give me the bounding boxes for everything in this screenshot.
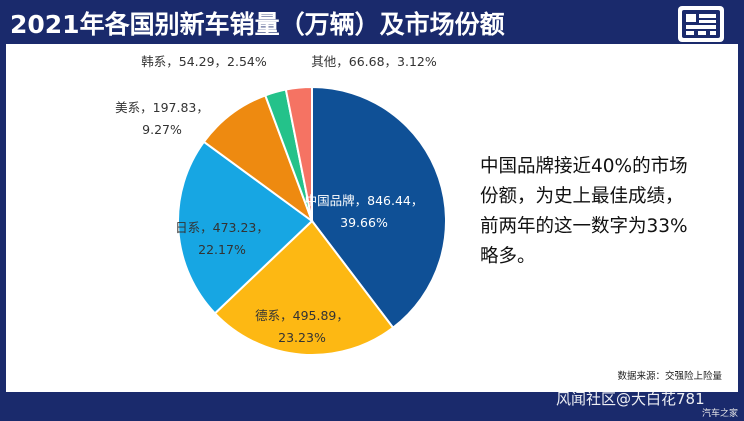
page-title: 2021年各国别新车销量（万辆）及市场份额 xyxy=(10,10,505,39)
watermark: 风闻社区@大白花781 xyxy=(556,390,705,408)
commentary-line: 略多。 xyxy=(480,246,536,267)
commentary-line: 中国品牌接近40%的市场 xyxy=(480,156,688,177)
pie-slice-1 xyxy=(213,219,395,356)
slice-label: 美系，197.83， 9.27% xyxy=(115,100,209,137)
slice-label: 韩系，54.29，2.54% xyxy=(141,54,267,69)
title-bar: 2021年各国别新车销量（万辆）及市场份额 xyxy=(0,0,744,42)
slice-label: 日系，473.23， 22.17% xyxy=(175,220,269,257)
pie-slice-3 xyxy=(202,94,315,224)
chart-panel: 中国品牌，846.44， 39.66% 德系，495.89， 23.23% 日系，473… xyxy=(6,44,738,392)
data-source: 数据来源：交强险上险量 xyxy=(617,371,722,382)
watermark-small: 汽车之家 xyxy=(701,409,738,419)
pie-chart: 中国品牌，846.44， 39.66% 德系，495.89， 23.23% 日系，473… xyxy=(115,54,447,356)
slice-label: 其他，66.68，3.12% xyxy=(311,54,437,69)
brand-logo-icon xyxy=(678,6,724,42)
commentary-line: 份额，为史上最佳成绩， xyxy=(480,186,684,207)
footer-bar xyxy=(0,392,744,421)
commentary-text: 中国品牌接近40%的市场 份额，为史上最佳成绩， 前两年的这一数字为33% 略多… xyxy=(480,152,730,272)
pie-slice-5 xyxy=(284,85,313,222)
pie-slice-0 xyxy=(311,85,447,330)
slice-label: 德系，495.89， 23.23% xyxy=(255,308,349,345)
pie-slice-2 xyxy=(177,140,314,315)
slice-label: 中国品牌，846.44， 39.66% xyxy=(305,193,424,230)
commentary-line: 前两年的这一数字为33% xyxy=(480,216,688,237)
